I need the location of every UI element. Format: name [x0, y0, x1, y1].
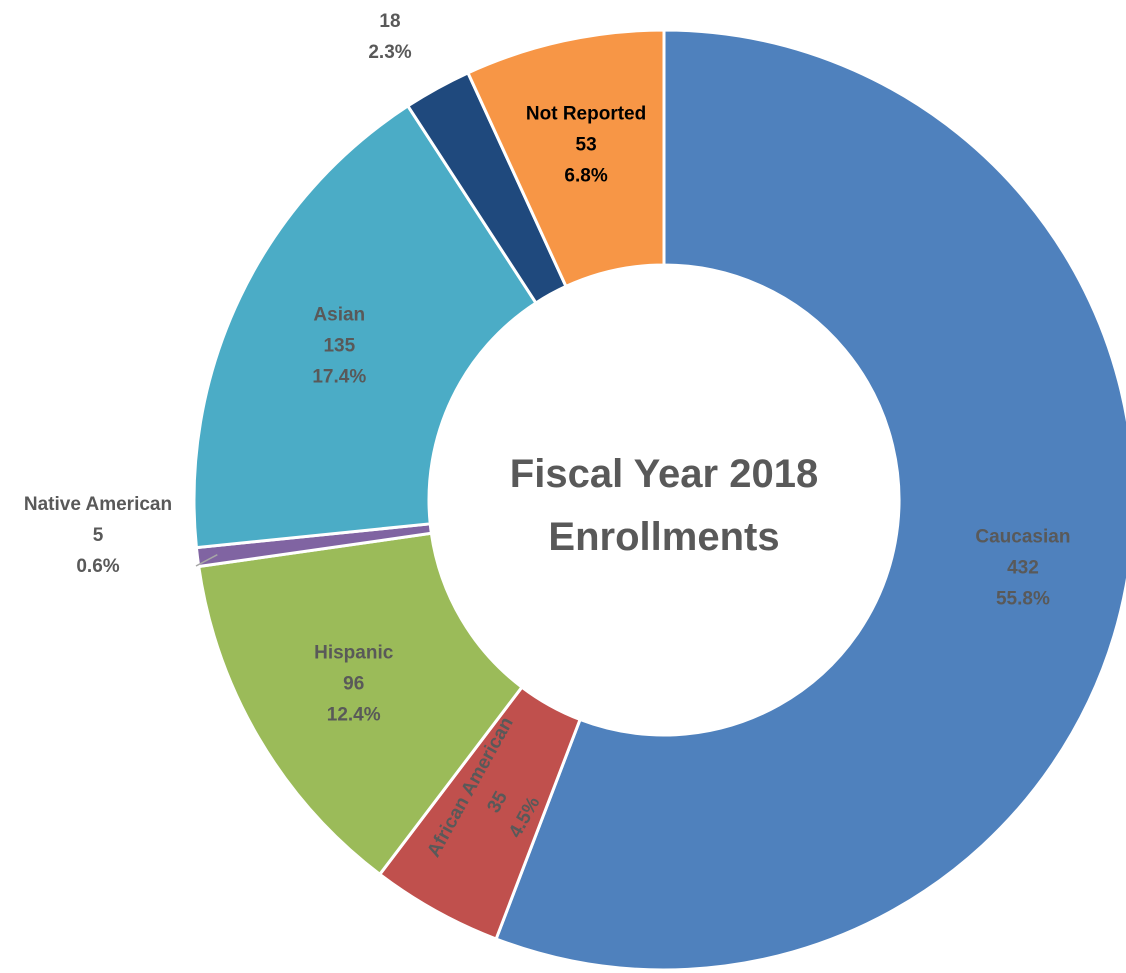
label-name-not-reported: Not Reported	[526, 103, 646, 124]
label-name-hispanic: Hispanic	[314, 643, 394, 664]
slice-caucasian	[494, 28, 1126, 972]
label-name-other: Other	[365, 0, 416, 1]
chart-title-line-1: Fiscal Year 2018	[510, 452, 818, 496]
data-label-native-american: Native American 5 0.6%	[24, 494, 172, 577]
slice-asian	[192, 103, 539, 550]
data-label-hispanic: Hispanic 96 12.4%	[314, 643, 394, 726]
data-label-not-reported: Not Reported 53 6.8%	[526, 103, 646, 186]
label-value-asian: 135	[323, 336, 355, 357]
slice-hispanic	[197, 531, 524, 877]
data-label-caucasian: Caucasian 432 55.8%	[975, 526, 1070, 609]
data-label-asian: Asian 135 17.4%	[312, 305, 366, 388]
label-value-native-american: 5	[93, 525, 104, 546]
label-percent-not-reported: 6.8%	[564, 165, 607, 186]
label-value-caucasian: 432	[1007, 557, 1039, 578]
slices-group	[192, 28, 1126, 972]
label-value-not-reported: 53	[576, 134, 597, 155]
label-percent-asian: 17.4%	[312, 367, 366, 388]
label-percent-native-american: 0.6%	[76, 556, 119, 577]
label-percent-hispanic: 12.4%	[327, 705, 381, 726]
slice-not-reported	[465, 28, 666, 289]
label-name-asian: Asian	[313, 305, 365, 326]
label-name-native-american: Native American	[24, 494, 172, 515]
leader-line-native-american	[195, 553, 218, 567]
label-name-caucasian: Caucasian	[975, 526, 1070, 547]
data-label-other: Other 18 2.3%	[365, 0, 416, 63]
label-value-hispanic: 96	[343, 674, 364, 695]
label-percent-caucasian: 55.8%	[996, 588, 1050, 609]
chart-title-line-2: Enrollments	[548, 515, 779, 559]
label-value-other: 18	[379, 11, 400, 32]
label-percent-other: 2.3%	[368, 42, 411, 63]
